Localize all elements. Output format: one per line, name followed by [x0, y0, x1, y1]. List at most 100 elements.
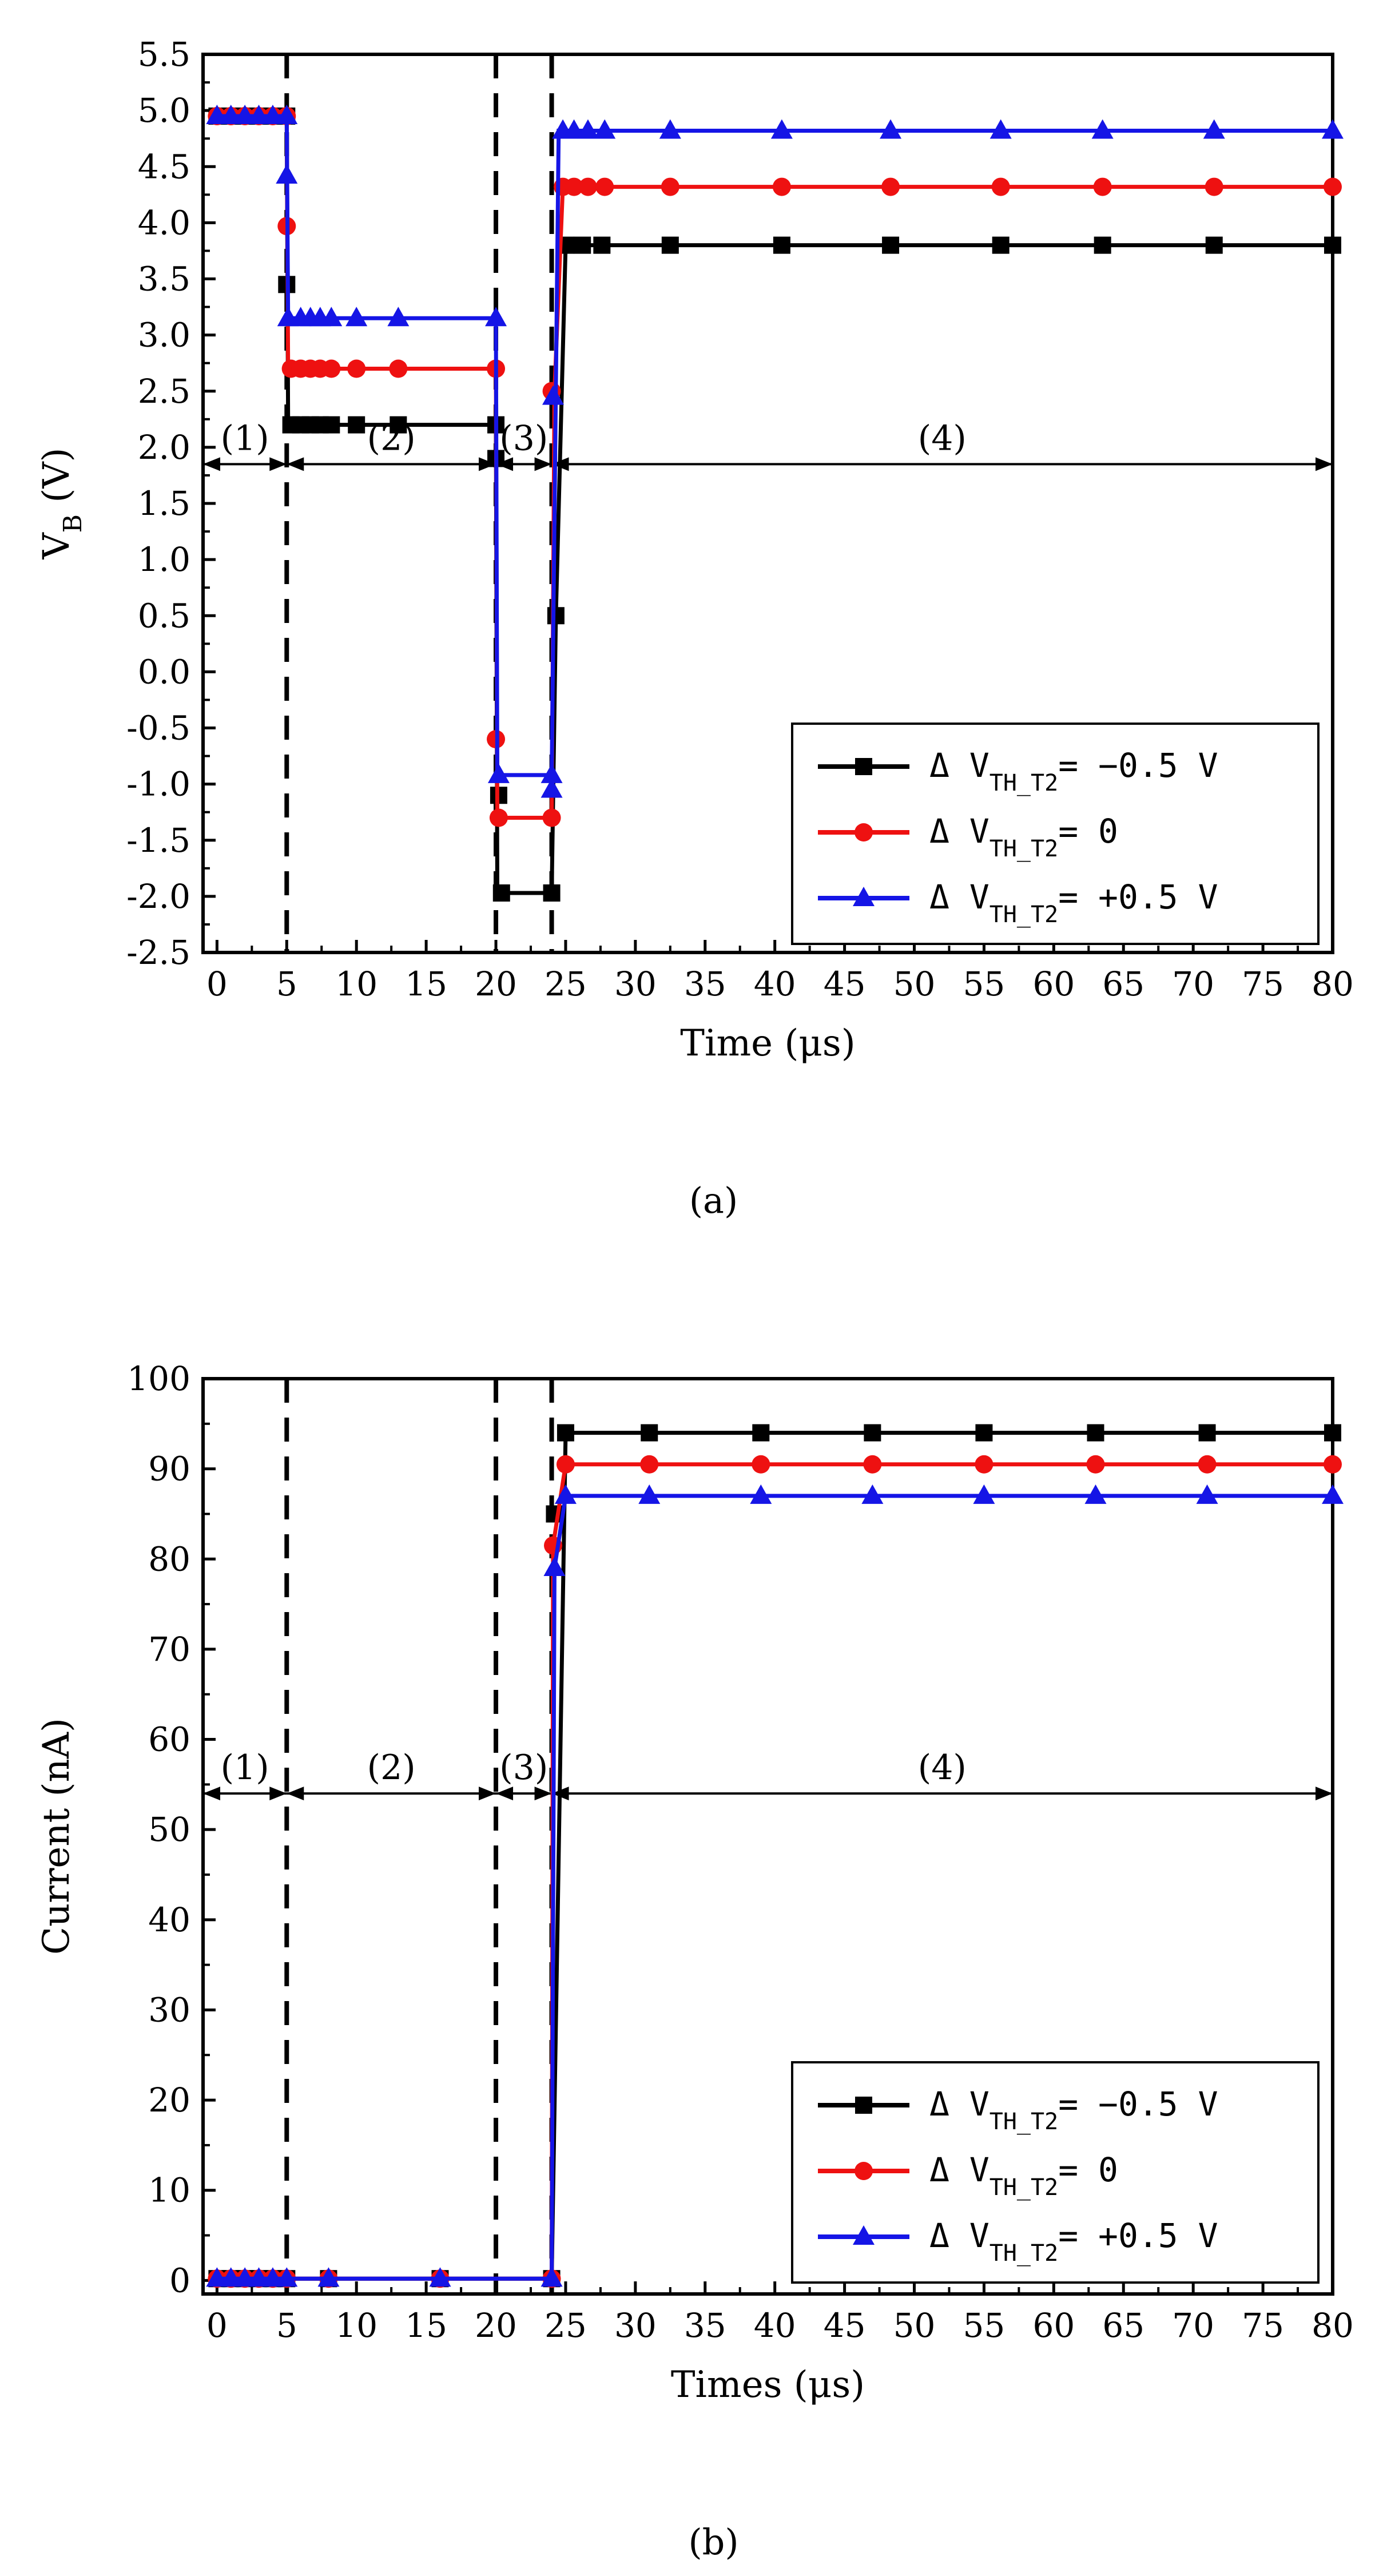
data-marker-circle [489, 808, 508, 827]
legend-sub: TH_T2 [989, 836, 1058, 862]
data-marker-circle [1324, 1455, 1342, 1474]
data-marker-square [773, 236, 790, 254]
data-marker-square [1324, 236, 1341, 254]
data-marker-circle [863, 1455, 882, 1474]
x-tick-label: 5 [276, 2306, 297, 2345]
data-marker-circle [565, 177, 583, 196]
region-arrowhead [287, 1787, 304, 1801]
data-marker-circle [542, 808, 561, 827]
legend-prefix: Δ V [929, 2216, 989, 2255]
data-marker-square [855, 2097, 872, 2114]
data-marker-triangle [750, 1484, 772, 1504]
y-tick-label: 4.5 [138, 147, 190, 186]
x-tick-label: 80 [1312, 2306, 1354, 2345]
y-tick-label: 1.5 [138, 484, 190, 523]
data-marker-square [557, 1424, 574, 1442]
x-tick-label: 60 [1032, 2306, 1075, 2345]
x-tick-label: 20 [475, 964, 517, 1003]
data-marker-triangle [261, 104, 284, 124]
data-marker-triangle [770, 119, 793, 139]
data-marker-square [390, 416, 407, 434]
data-marker-circle [556, 1455, 575, 1474]
legend-suffix: = 0 [1058, 2150, 1118, 2189]
data-marker-triangle [485, 307, 507, 327]
data-marker-circle [661, 177, 679, 196]
data-marker-circle [991, 177, 1010, 196]
x-tick-label: 0 [206, 964, 228, 1003]
y-tick-label: 2.0 [138, 428, 190, 467]
data-marker-square [574, 236, 591, 254]
series-line-1 [217, 114, 1333, 820]
data-marker-circle [595, 177, 614, 196]
legend-sub: TH_T2 [989, 2240, 1058, 2267]
data-marker-circle [389, 359, 408, 378]
x-tick-label: 65 [1102, 964, 1144, 1003]
data-marker-circle [347, 359, 366, 378]
x-tick-label: 40 [754, 2306, 796, 2345]
legend-sub: TH_T2 [989, 770, 1058, 796]
data-marker-triangle [276, 2267, 298, 2287]
data-marker-triangle [429, 2267, 451, 2287]
region-label: (1) [221, 1748, 269, 1788]
x-tick-label: 80 [1312, 964, 1354, 1003]
y-tick-label: 3.5 [138, 260, 190, 299]
x-axis-title: Times (μs) [671, 2364, 865, 2406]
data-marker-circle [322, 359, 341, 378]
x-tick-label: 15 [405, 964, 447, 1003]
y-tick-label: -0.5 [126, 709, 190, 748]
data-marker-triangle [853, 2225, 875, 2245]
region-label: (3) [499, 1748, 548, 1788]
region-label: (4) [918, 418, 967, 458]
region-arrowhead [534, 1787, 552, 1801]
data-marker-square [855, 758, 872, 775]
data-marker-square [864, 1424, 881, 1442]
legend-sub: TH_T2 [989, 902, 1058, 928]
region-arrowhead [203, 1787, 220, 1801]
data-marker-triangle [880, 119, 902, 139]
region-arrowhead [269, 457, 287, 471]
data-marker-circle [752, 1455, 770, 1474]
data-marker-circle [855, 823, 873, 842]
legend-suffix: = −0.5 V [1058, 746, 1218, 785]
region-label: (1) [221, 418, 269, 458]
x-tick-label: 50 [893, 2306, 936, 2345]
data-marker-square [492, 884, 510, 902]
y-tick-label: 0.0 [138, 652, 190, 691]
data-marker-triangle [261, 2267, 284, 2287]
data-marker-triangle [577, 119, 599, 139]
data-marker-triangle [542, 385, 565, 405]
region-arrowhead [1316, 1787, 1333, 1801]
legend-suffix: = −0.5 V [1058, 2085, 1218, 2123]
x-tick-label: 70 [1172, 964, 1214, 1003]
data-marker-circle [1198, 1455, 1217, 1474]
data-marker-triangle [554, 1484, 577, 1504]
region-arrowhead [534, 457, 552, 471]
data-marker-triangle [973, 1484, 995, 1504]
data-marker-triangle [853, 887, 875, 906]
x-axis-title: Time (μs) [680, 1022, 855, 1065]
data-marker-triangle [543, 1557, 566, 1577]
data-marker-square [1324, 1424, 1341, 1442]
x-tick-label: 25 [545, 964, 587, 1003]
x-tick-label: 35 [684, 2306, 726, 2345]
data-marker-triangle [541, 2267, 563, 2287]
data-marker-triangle [248, 104, 270, 124]
data-marker-square [975, 1424, 993, 1442]
legend-label-0: Δ VTH_T2= −0.5 V [929, 746, 1218, 796]
y-axis-title-sub: B [58, 514, 88, 533]
x-tick-label: 5 [276, 964, 297, 1003]
x-tick-label: 55 [963, 964, 1006, 1003]
data-marker-triangle [1203, 119, 1225, 139]
y-tick-label: 0 [169, 2261, 190, 2300]
data-marker-triangle [659, 119, 681, 139]
y-tick-label: 90 [148, 1450, 190, 1489]
data-marker-circle [640, 1455, 659, 1474]
x-tick-label: 70 [1172, 2306, 1214, 2345]
data-marker-circle [1093, 177, 1112, 196]
panel-caption: (a) [689, 1180, 738, 1221]
y-axis-title-unit: (V) [35, 447, 78, 514]
x-tick-label: 35 [684, 964, 726, 1003]
data-marker-triangle [1084, 1484, 1107, 1504]
legend-prefix: Δ V [929, 2150, 989, 2189]
x-tick-label: 10 [335, 2306, 377, 2345]
